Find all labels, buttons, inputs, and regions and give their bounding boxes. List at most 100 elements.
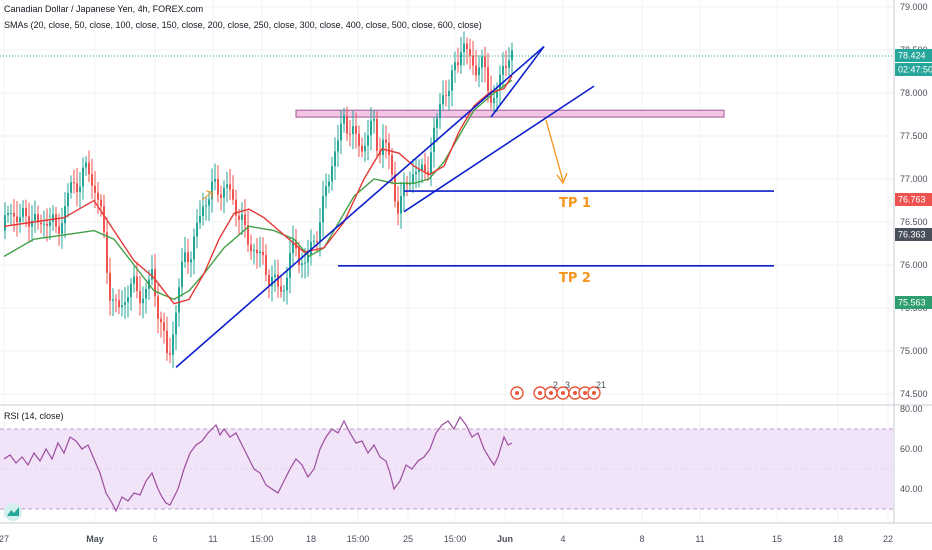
rsi-axis-tick: 40.00 [900, 484, 923, 494]
candle-body [202, 206, 204, 216]
candle-body [466, 43, 468, 50]
candle-body [43, 223, 45, 225]
candle-body [358, 133, 360, 146]
candle-body [160, 318, 162, 323]
price-axis-tick: 76.000 [900, 260, 928, 270]
candle-body [301, 263, 303, 266]
candle-body [505, 66, 507, 68]
candle-body [250, 244, 252, 251]
candle-body [211, 181, 213, 200]
green-price-tag-bg [895, 296, 932, 309]
time-axis-tick: 6 [152, 534, 157, 544]
candle-body [391, 154, 393, 175]
candle-body [298, 248, 300, 266]
candle-body [157, 296, 159, 319]
candle-body [49, 221, 51, 226]
candle-body [487, 67, 489, 91]
candle-body [385, 139, 387, 143]
candle-body [247, 225, 249, 245]
small-arrow [201, 190, 213, 201]
tradingview-logo-icon[interactable] [4, 503, 22, 521]
candle-body [454, 62, 456, 71]
candle-body [139, 291, 141, 304]
candle-body [433, 127, 435, 153]
candle-body [316, 240, 318, 242]
candle-body [223, 187, 225, 198]
candle-body [172, 334, 174, 355]
candle-body [10, 213, 12, 215]
time-axis-tick: 4 [560, 534, 565, 544]
price-axis-tick: 78.000 [900, 88, 928, 98]
rsi-line [3, 415, 513, 513]
candle-body [439, 104, 441, 119]
event-marker-dot [515, 391, 519, 395]
event-count: 21 [596, 380, 606, 390]
event-count: 2 [553, 380, 558, 390]
candle-body [430, 152, 432, 174]
candle-body [145, 288, 147, 299]
candle-body [235, 199, 237, 216]
candle-body [16, 216, 18, 223]
candle-body [55, 214, 57, 227]
candle-body [478, 67, 480, 76]
candle-body [166, 330, 168, 354]
candle-body [46, 223, 48, 226]
candle-body [136, 276, 138, 292]
candle-body [88, 162, 90, 175]
candle-body [394, 174, 396, 202]
candle-body [322, 196, 324, 223]
time-axis-tick: 25 [403, 534, 413, 544]
time-axis-tick: May [86, 534, 104, 544]
candle-body [346, 115, 348, 134]
candle-body [85, 162, 87, 168]
candle-body [67, 192, 69, 207]
candle-body [271, 276, 273, 287]
candle-body [427, 171, 429, 174]
candle-body [73, 182, 75, 184]
current-price-tag-bg [895, 49, 932, 62]
candle-body [109, 272, 111, 301]
candle-body [457, 62, 459, 66]
candle-body [286, 277, 288, 291]
candle-body [397, 201, 399, 214]
candle-body [61, 223, 63, 234]
candle-body [196, 222, 198, 237]
candle-body [343, 115, 345, 124]
event-marker-dot [583, 391, 587, 395]
candle-body [508, 60, 510, 68]
candle-body [304, 262, 306, 264]
candle-body [448, 90, 450, 97]
candle-body [178, 287, 180, 313]
event-marker-dot [538, 391, 542, 395]
candle-body [436, 118, 438, 128]
candle-body [265, 255, 267, 275]
price-axis-tick: 76.500 [900, 217, 928, 227]
candle-body [25, 208, 27, 217]
candle-body [268, 274, 270, 287]
target-arrow-head [556, 172, 568, 185]
candle-body [184, 252, 186, 262]
candle-body [499, 74, 501, 90]
candle-body [115, 299, 117, 301]
candle-body [355, 126, 357, 134]
time-axis-tick: 15 [772, 534, 782, 544]
candle-body [190, 259, 192, 263]
candle-body [280, 286, 282, 292]
candle-body [175, 312, 177, 335]
candle-body [313, 240, 315, 242]
time-axis-tick: 18 [306, 534, 316, 544]
candle-body [469, 49, 471, 56]
event-marker-dot [549, 391, 553, 395]
candle-body [262, 251, 264, 256]
candle-body [370, 120, 372, 136]
candle-body [253, 249, 255, 251]
sma-slow-line [3, 79, 513, 301]
candle-body [13, 213, 15, 217]
candle-body [208, 199, 210, 206]
candle-body [31, 220, 33, 227]
candle-body [364, 145, 366, 152]
time-axis-tick: 27 [0, 534, 9, 544]
candle-body [373, 119, 375, 121]
candle-body [124, 302, 126, 306]
